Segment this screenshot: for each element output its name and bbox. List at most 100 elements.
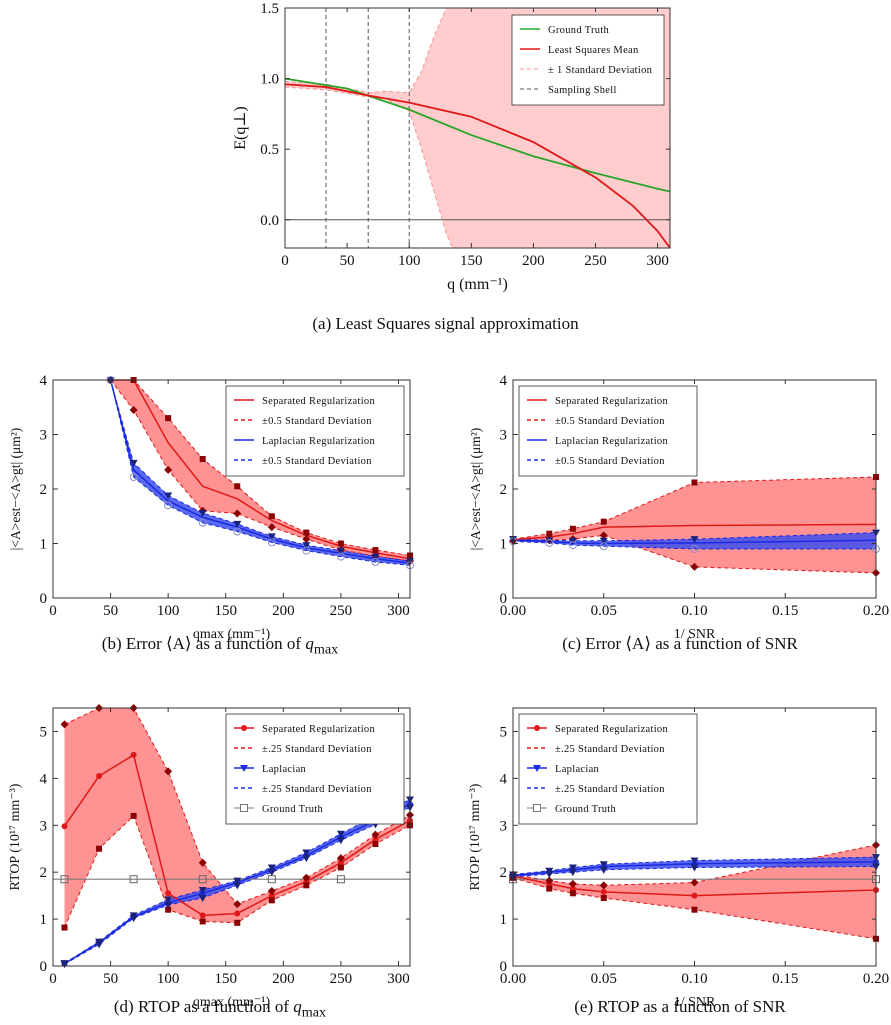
caption-b-var: q [305,634,314,653]
legend-label: Ground Truth [548,25,610,36]
y-tick-label: 2 [40,482,48,498]
y-tick-label: 0 [40,959,48,975]
caption-a: (a) Least Squares signal approximation [312,314,579,333]
y-axis-label: |<A>est−<A>gt| (μm²) [468,428,483,551]
legend-marker [241,725,247,731]
x-tick-label: 250 [330,603,353,619]
separated-lower-point [96,845,103,852]
x-tick-label: 50 [103,603,118,619]
x-tick-label: 300 [387,971,410,987]
laplacian-lower-point [568,869,577,877]
legend-label: Separated Regularization [555,396,668,407]
separated-lower-point [267,523,276,532]
separated-upper-point [546,530,553,537]
legend-marker [240,804,248,812]
laplacian-lower-point [129,473,138,482]
legend-box [518,713,698,825]
separated-upper-point [233,900,242,909]
laplacian-lower-point [95,941,104,949]
ground-truth-point [336,875,345,884]
separated-lower-point [61,924,68,931]
legend-label: ±0.5 Standard Deviation [555,456,665,467]
y-tick-label: 4 [40,373,48,389]
x-tick-label: 0.10 [681,603,707,619]
x-tick-label: 250 [584,253,607,269]
laplacian-upper-point [371,553,380,561]
laplacian-upper-point [336,830,345,838]
laplacian-lower-point [164,902,173,910]
plot-frame [52,707,411,967]
y-tick-label: 4 [40,771,48,787]
legend-label: Laplacian Regularization [555,436,668,447]
y-tick-label: 3 [40,818,48,834]
y-tick-label: 4 [500,373,508,389]
laplacian-lower-point [599,542,608,551]
laplacian-upper-point [129,459,138,467]
laplacian-lower-point [267,538,276,547]
least-squares-mean-line [284,83,671,249]
x-tick-label: 0.20 [863,603,889,619]
x-tick-label: 0 [281,253,289,269]
chart-c: 0.00 0.05 0.10 0.15 0.20 0 1 2 3 4 1/ SNR |<A>est−<… [468,373,889,642]
y-tick-label: 1.5 [260,1,279,17]
separated-lower-point [690,562,699,571]
x-tick-label: 300 [387,603,410,619]
x-tick-label: 300 [646,253,669,269]
laplacian-lower-point [267,869,276,877]
laplacian-upper-line [512,856,877,876]
separated-upper-point [690,878,699,887]
y-tick-label: 3 [500,818,508,834]
x-tick-label: 200 [522,253,545,269]
legend-label: Ground Truth [555,804,617,815]
ground-truth-point [129,875,138,884]
y-tick-label: 3 [40,428,48,444]
separated-lower-point [165,906,172,913]
x-tick-label: 0.00 [500,603,526,619]
legend-label: ±0.5 Standard Deviation [555,416,665,427]
y-tick-label: 0 [500,959,508,975]
y-tick-label: 0.0 [260,213,279,229]
y-tick-label: 5 [500,724,508,740]
separated-upper-point [371,830,380,839]
separated-lower-point [164,465,173,474]
y-tick-label: 1.0 [260,72,279,88]
y-tick-label: 5 [40,724,48,740]
y-tick-label: 1 [500,912,508,928]
legend-marker [240,765,248,772]
separated-lower-line [110,379,411,562]
laplacian-upper-point [545,537,554,545]
y-axis-label: RTOP (10¹⁷ mm⁻³) [8,783,23,890]
separated-point [61,823,68,830]
legend-label: Least Squares Mean [548,45,639,56]
separated-lower-point [600,894,607,901]
chart-d: 0 50 100 150 200 250 300 0 1 2 3 4 5 qmax (mm⁻¹) RTOP … [8,704,414,1010]
laplacian-lower-line [512,540,876,550]
laplacian-upper-point [164,492,173,500]
legend-label: ± 1 Standard Deviation [548,65,653,76]
y-tick-label: 1 [500,537,508,553]
legend-marker [534,725,540,731]
separated-lower-point [199,918,206,925]
separated-upper-point [302,873,311,882]
separated-point [199,912,206,919]
laplacian-lower-point [545,871,554,879]
caption-d: (d) RTOP as a function of qmax [30,997,410,1021]
x-tick-label: 0 [49,971,57,987]
separated-lower-point [691,906,698,913]
y-tick-label: 1 [40,912,48,928]
separated-point [96,773,103,780]
x-tick-label: 100 [157,971,180,987]
plot-frame [284,7,671,249]
separated-upper-point [268,513,275,520]
laplacian-lower-point [129,915,138,923]
separated-upper-line [512,476,877,540]
separated-lower-point [372,841,379,848]
caption-b-prefix: (b) Error ⟨A⟩ as a function of [101,634,306,653]
separated-line [512,875,877,897]
y-tick-label: 2 [500,865,508,881]
legend-label: ±.25 Standard Deviation [262,784,372,795]
separated-upper-point [600,518,607,525]
y-axis-label: |<A>est−<A>gt| (μm²) [8,428,23,551]
legend-label: ±.25 Standard Deviation [555,744,665,755]
separated-lower-point [234,919,241,926]
